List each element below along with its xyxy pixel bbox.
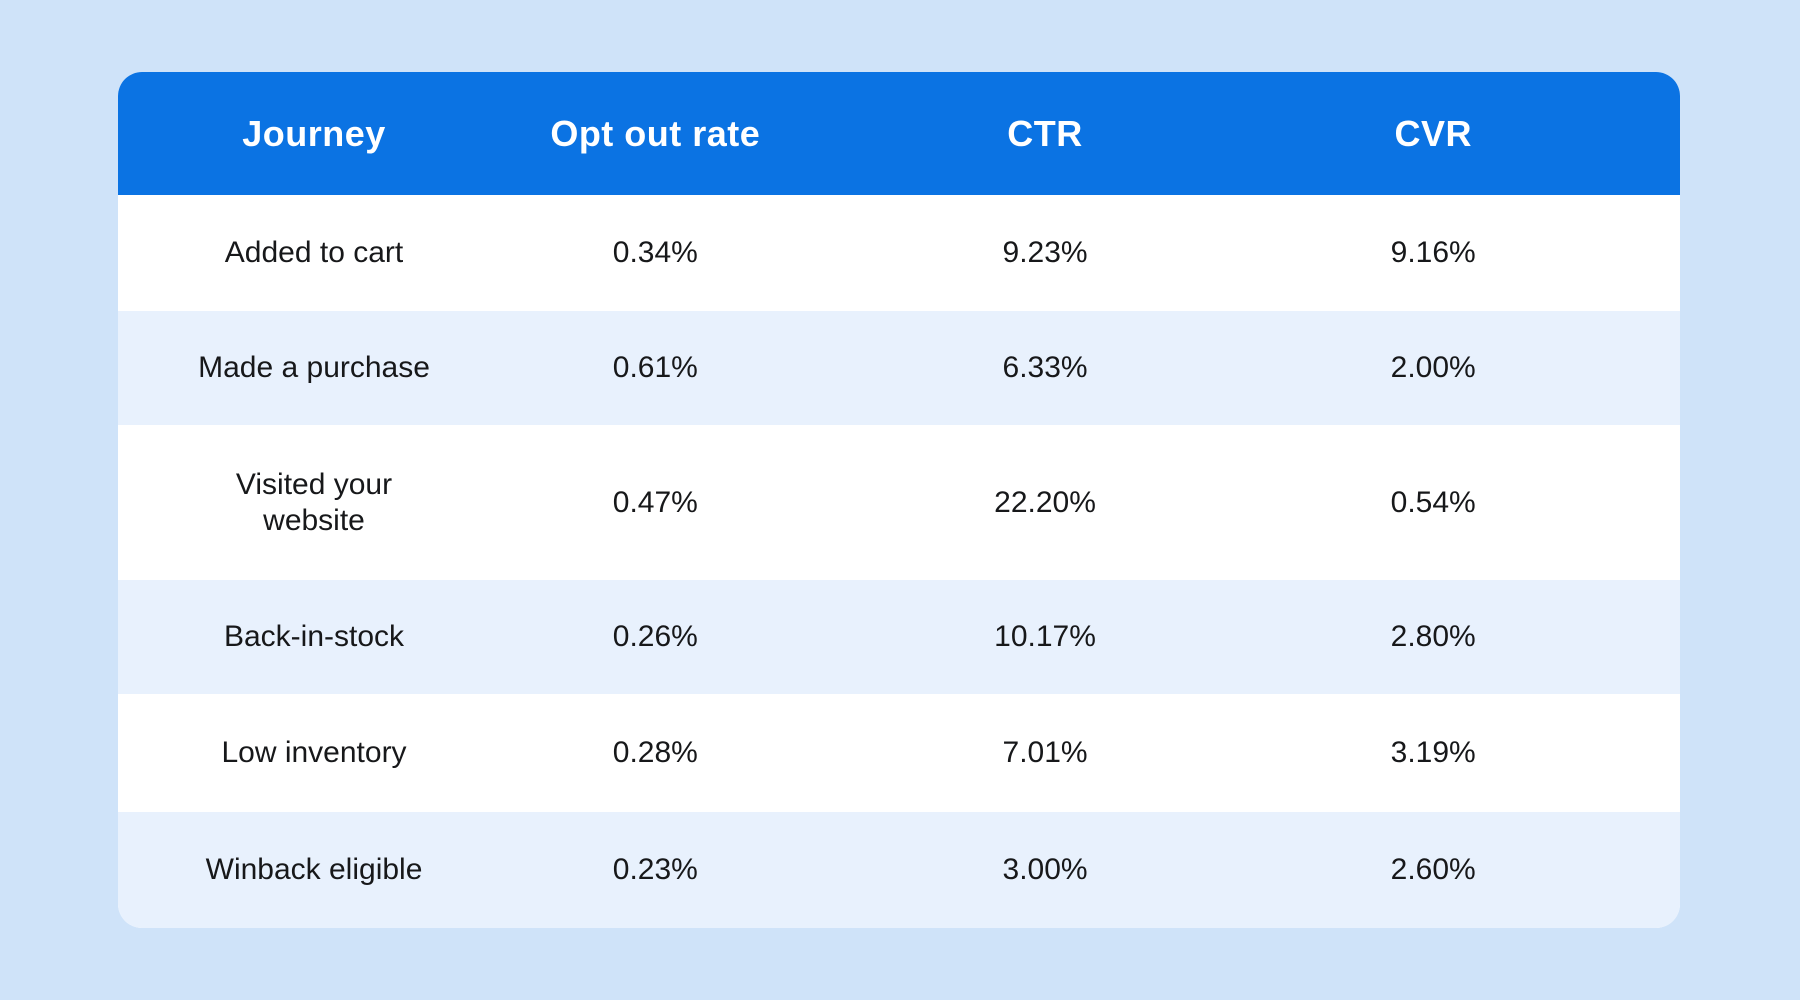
table-cell-cvr: 2.00% bbox=[1390, 351, 1476, 384]
table-row: Low inventory 0.28% 7.01% 3.19% bbox=[118, 694, 1680, 812]
table-cell-opt-out: 0.23% bbox=[612, 853, 698, 886]
table-row: Visited your website 0.47% 22.20% 0.54% bbox=[118, 425, 1680, 580]
table-cell-journey: Low inventory bbox=[221, 736, 407, 769]
table-cell-journey: Back-in-stock bbox=[223, 620, 405, 653]
table-cell-ctr: 7.01% bbox=[1002, 736, 1088, 769]
metrics-table-card: Journey Opt out rate CTR CVR Added to ca… bbox=[118, 72, 1680, 928]
table-cell-cvr: 9.16% bbox=[1390, 236, 1476, 269]
column-header-ctr: CTR bbox=[1007, 112, 1083, 154]
table-cell-cvr: 2.60% bbox=[1390, 853, 1476, 886]
table-row: Winback eligible 0.23% 3.00% 2.60% bbox=[118, 812, 1680, 928]
table-cell-ctr: 6.33% bbox=[1002, 351, 1088, 384]
table-cell-journey: Made a purchase bbox=[198, 351, 430, 384]
table-cell-ctr: 9.23% bbox=[1002, 236, 1088, 269]
column-header-journey: Journey bbox=[242, 112, 386, 154]
table-cell-opt-out: 0.61% bbox=[612, 351, 698, 384]
column-header-opt-out-rate: Opt out rate bbox=[550, 112, 761, 154]
table-cell-opt-out: 0.34% bbox=[612, 236, 698, 269]
table-cell-journey: Visited your website bbox=[235, 467, 393, 537]
table-row: Added to cart 0.34% 9.23% 9.16% bbox=[118, 195, 1680, 311]
table-cell-journey: Added to cart bbox=[224, 236, 404, 269]
table-header-row: Journey Opt out rate CTR CVR bbox=[118, 72, 1680, 195]
table-cell-opt-out: 0.47% bbox=[612, 485, 698, 519]
table-cell-cvr: 2.80% bbox=[1390, 620, 1476, 653]
table-cell-ctr: 3.00% bbox=[1002, 853, 1088, 886]
table-cell-ctr: 10.17% bbox=[994, 620, 1096, 653]
table-cell-opt-out: 0.26% bbox=[612, 620, 698, 653]
column-header-cvr: CVR bbox=[1394, 112, 1472, 154]
table-cell-ctr: 22.20% bbox=[994, 485, 1096, 519]
table-row: Back-in-stock 0.26% 10.17% 2.80% bbox=[118, 580, 1680, 694]
table-cell-journey: Winback eligible bbox=[205, 853, 423, 886]
table-cell-cvr: 0.54% bbox=[1390, 485, 1476, 519]
table-cell-opt-out: 0.28% bbox=[612, 736, 698, 769]
table-row: Made a purchase 0.61% 6.33% 2.00% bbox=[118, 311, 1680, 425]
table-cell-cvr: 3.19% bbox=[1390, 736, 1476, 769]
